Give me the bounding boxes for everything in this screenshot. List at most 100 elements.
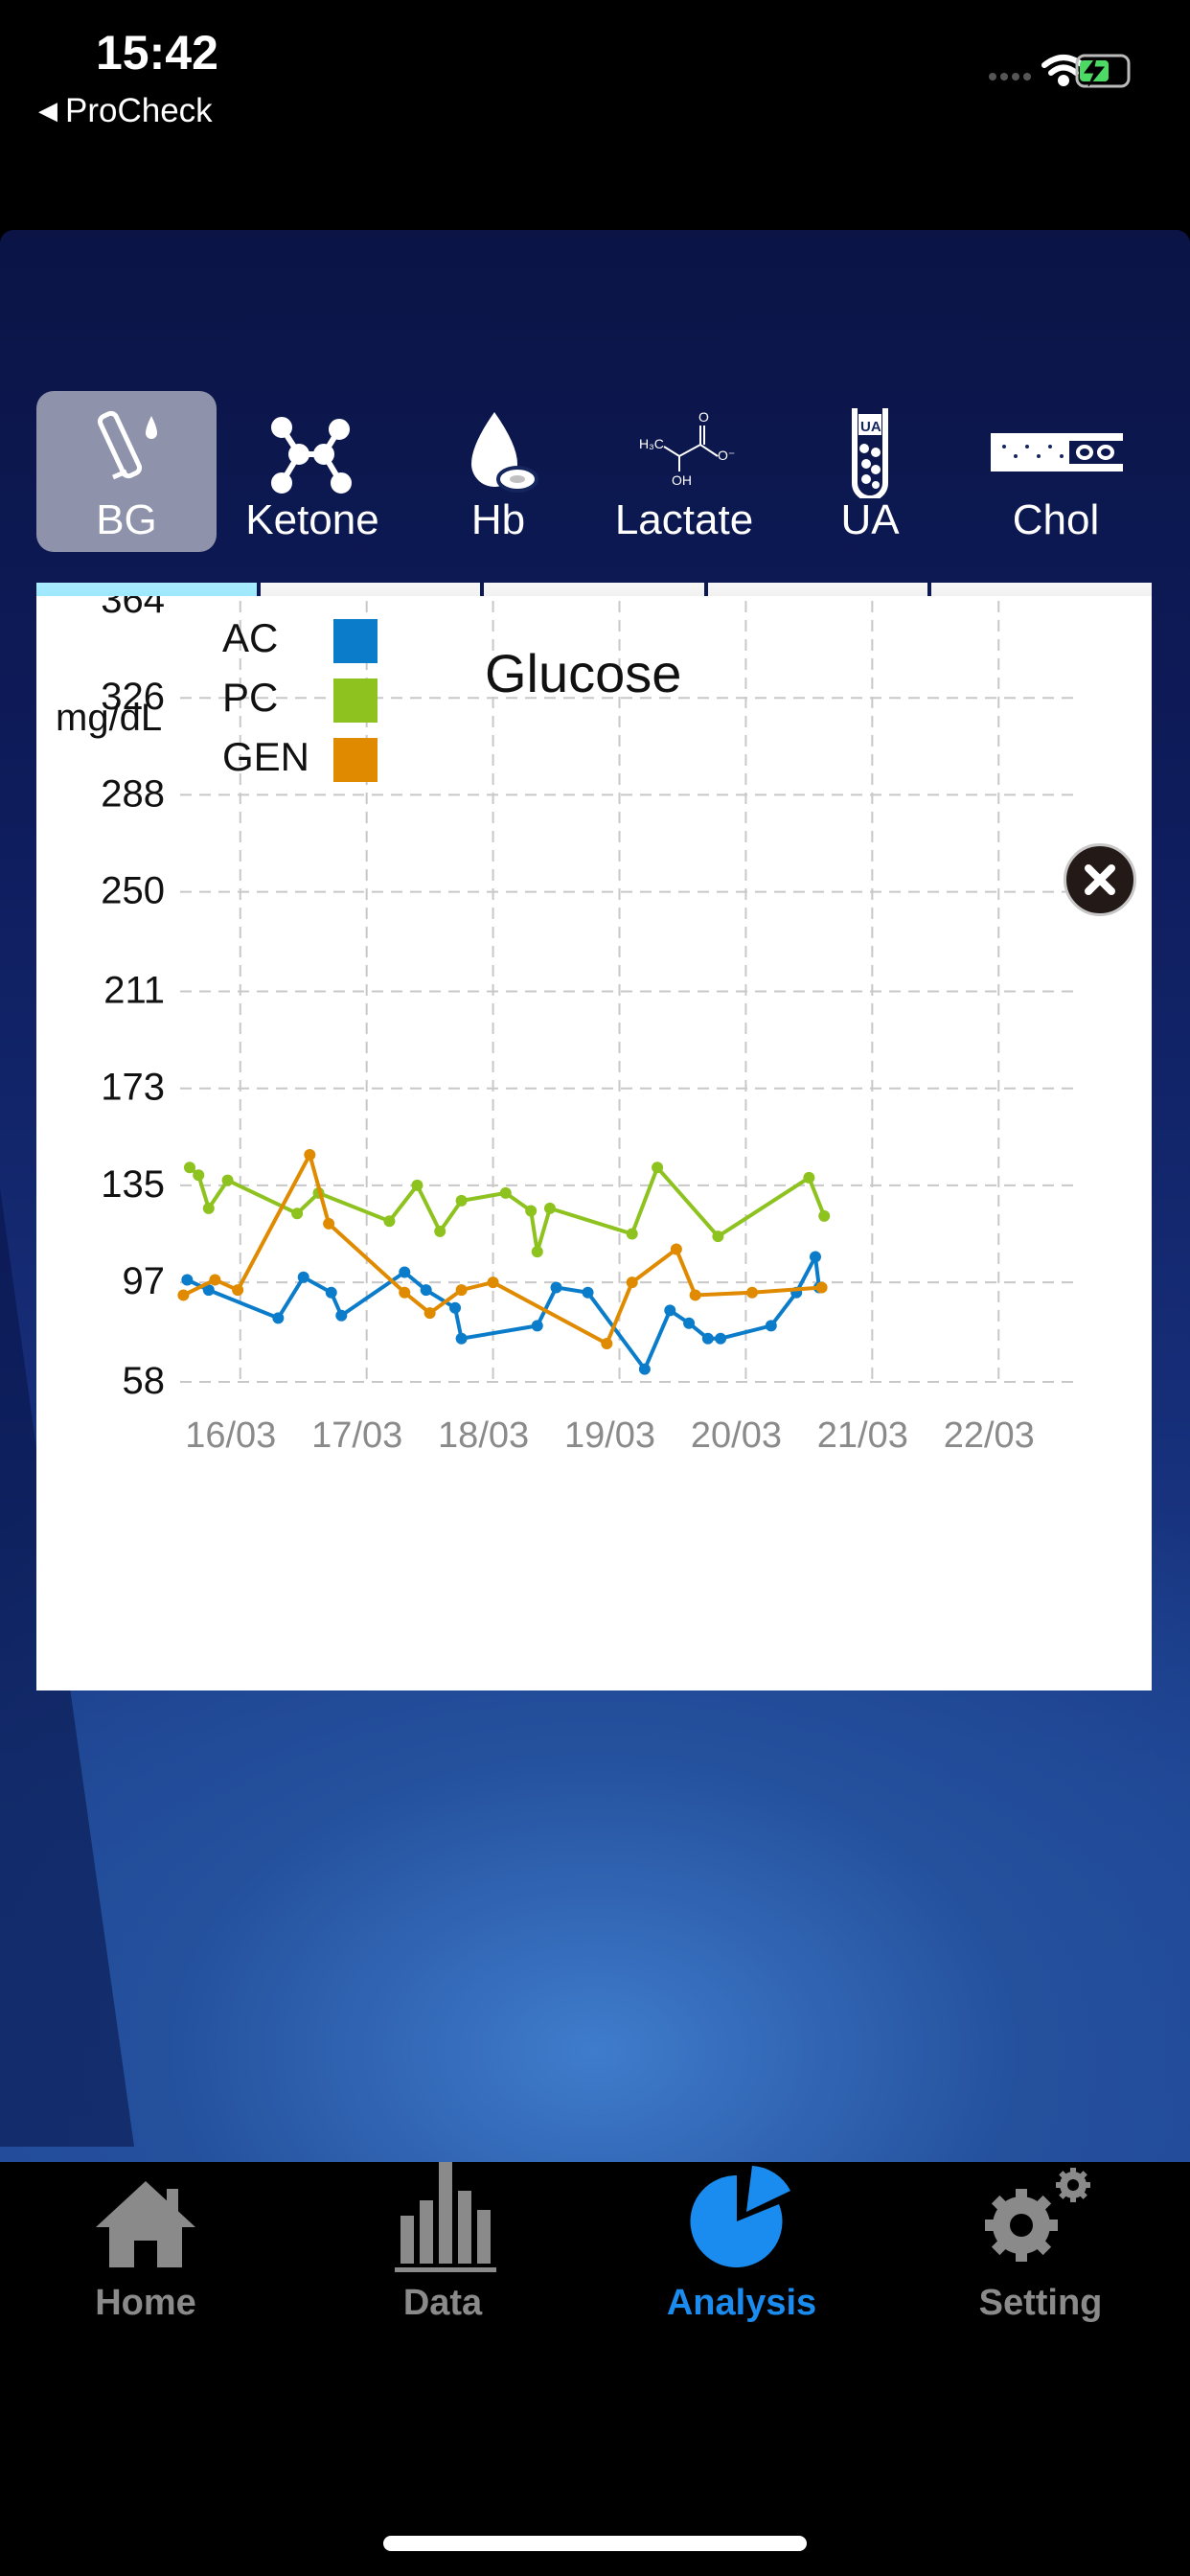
formula-oh: OH [672, 472, 692, 488]
lactate-formula-icon: H₃C O O⁻ OH [639, 409, 735, 488]
gear-icon [985, 2168, 1090, 2262]
tab-home[interactable]: Home [2, 2162, 289, 2354]
legend-label: AC [222, 615, 278, 660]
data-point-ac [701, 1332, 714, 1345]
home-indicator [383, 2536, 807, 2551]
data-point-ac [531, 1320, 543, 1332]
x-tick-label: 20/03 [691, 1415, 782, 1456]
y-tick-label: 173 [101, 1067, 165, 1109]
x-tick-label: 21/03 [817, 1415, 908, 1456]
data-point-pc [543, 1202, 556, 1214]
y-axis-label: mg/dL [56, 697, 162, 739]
data-point-pc [411, 1179, 423, 1191]
data-point-ac [297, 1271, 309, 1283]
category-label: Chol [1012, 496, 1100, 543]
data-point-ac [449, 1301, 462, 1314]
data-point-pc [803, 1171, 815, 1184]
data-point-pc [184, 1162, 195, 1174]
y-tick-label: 58 [123, 1360, 166, 1402]
data-point-ac [399, 1266, 411, 1278]
bottom-tab-bar: Home Data Analysis Setting [0, 2162, 1190, 2576]
data-point-ac [582, 1286, 594, 1299]
data-point-pc [383, 1215, 396, 1228]
x-tick-label: 18/03 [438, 1415, 529, 1456]
data-point-pc [626, 1228, 638, 1240]
back-to-app-link[interactable]: ◀ ProCheck [38, 92, 213, 130]
close-chart-button[interactable] [1064, 843, 1136, 916]
x-tick-label: 16/03 [185, 1415, 276, 1456]
data-point-pc [202, 1202, 215, 1214]
chart-legend: AC PC GEN [222, 615, 378, 782]
category-label: Hb [470, 496, 526, 543]
x-axis-ticks: 16/03 17/03 18/03 19/03 20/03 21/03 22/03 [185, 1415, 1035, 1456]
data-point-pc [221, 1174, 234, 1186]
x-tick-label: 19/03 [564, 1415, 655, 1456]
formula-o: O [698, 409, 709, 425]
data-point-gen [746, 1286, 759, 1299]
data-point-ac [664, 1304, 676, 1317]
data-point-ac [638, 1363, 651, 1375]
y-tick-label: 288 [101, 772, 165, 815]
legend-swatch [333, 738, 378, 782]
series-line-pc [188, 1163, 827, 1253]
tab-label: Setting [978, 2283, 1103, 2323]
data-point-pc [455, 1194, 468, 1207]
glucose-chart: 364 326 288 250 211 173 135 97 58 16/03 17/03 18/0… [56, 579, 1081, 1456]
data-point-ac [550, 1281, 562, 1294]
legend-label: PC [222, 675, 278, 720]
status-icons [989, 54, 1131, 88]
battery-icon [1075, 54, 1131, 88]
data-point-ac [420, 1284, 432, 1297]
blood-drop-icon [471, 412, 538, 493]
bar-chart-icon [395, 2162, 496, 2272]
data-point-pc [652, 1162, 664, 1174]
data-point-pc [193, 1169, 205, 1182]
wifi-icon [1041, 55, 1086, 86]
data-point-gen [423, 1307, 436, 1320]
y-tick-label: 250 [101, 870, 165, 912]
tab-setting[interactable]: Setting [897, 2162, 1184, 2354]
pie-chart-icon [690, 2166, 790, 2267]
data-point-ac [683, 1317, 696, 1329]
y-tick-label: 326 [101, 676, 165, 718]
category-label: UA [840, 496, 900, 543]
tab-analysis[interactable]: Analysis [598, 2162, 885, 2354]
tab-label: Data [402, 2283, 483, 2323]
category-lactate[interactable]: H₃C O O⁻ OH Lactate [594, 391, 774, 552]
category-label: BG [96, 496, 157, 543]
category-bg[interactable]: BG [36, 391, 217, 552]
molecule-icon [271, 417, 352, 494]
data-point-gen [323, 1217, 335, 1230]
data-point-gen [689, 1289, 701, 1301]
category-chol[interactable]: Chol [966, 391, 1146, 552]
ua-badge: UA [860, 419, 881, 435]
legend-swatch [333, 678, 378, 723]
x-tick-label: 17/03 [311, 1415, 402, 1456]
tab-data[interactable]: Data [299, 2162, 586, 2354]
category-ua[interactable]: UA UA [780, 391, 960, 552]
data-point-gen [455, 1284, 468, 1297]
close-icon [1085, 864, 1115, 895]
formula-o-minus: O⁻ [718, 448, 735, 463]
legend-label: GEN [222, 734, 309, 779]
data-point-gen [670, 1243, 682, 1255]
artery-icon [991, 433, 1123, 472]
data-point-gen [177, 1289, 190, 1301]
category-bar: BG Ketone Hb H₃C O [36, 391, 1154, 554]
back-label: ProCheck [65, 92, 213, 129]
data-point-ac [809, 1251, 821, 1263]
data-point-gen [399, 1286, 411, 1299]
formula-h3c: H₃C [639, 436, 664, 451]
y-tick-label: 364 [101, 596, 165, 621]
data-point-pc [291, 1208, 304, 1220]
chart-series [177, 1148, 831, 1375]
data-point-pc [531, 1246, 543, 1258]
glucose-chart-card: 364 326 288 250 211 173 135 97 58 16/03 17/03 18/0… [36, 579, 1152, 1690]
category-ketone[interactable]: Ketone [222, 391, 402, 552]
category-hb[interactable]: Hb [408, 391, 588, 552]
data-point-ac [715, 1332, 727, 1345]
data-point-pc [499, 1186, 512, 1199]
home-icon [96, 2181, 195, 2267]
test-tube-icon: UA [852, 408, 888, 498]
data-point-ac [335, 1309, 348, 1322]
